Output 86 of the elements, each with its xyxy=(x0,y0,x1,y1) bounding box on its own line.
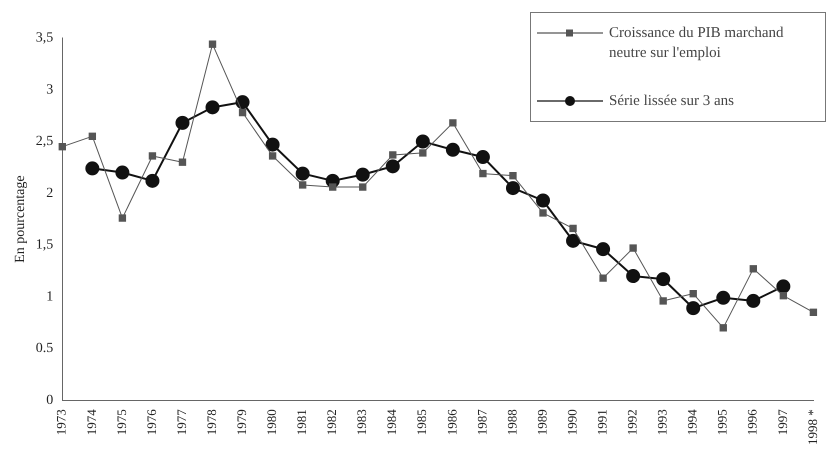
point xyxy=(479,170,487,178)
legend-label: Croissance du PIB marchand neutre sur l'emploi xyxy=(609,24,785,63)
x-tick-label: 1996 xyxy=(744,408,760,436)
x-tick-label: 1982 xyxy=(324,409,340,436)
x-tick-label: 1990 xyxy=(564,409,580,436)
point xyxy=(449,119,457,127)
y-tick-label: 0 xyxy=(46,392,54,408)
point xyxy=(386,159,400,174)
point xyxy=(389,151,396,159)
point xyxy=(476,150,490,164)
x-tick-label: 1978 xyxy=(204,409,219,436)
x-tick-label: 1995 xyxy=(714,409,730,436)
x-tick-label: 1986 xyxy=(444,408,460,436)
point xyxy=(539,209,547,217)
point xyxy=(686,301,700,316)
x-tick-label: 1983 xyxy=(354,409,370,436)
point xyxy=(266,138,280,152)
point xyxy=(148,152,156,160)
y-tick-label: 0.5 xyxy=(36,341,54,356)
point xyxy=(536,193,550,208)
point xyxy=(660,297,667,305)
legend-label: Série lissée sur 3 ans xyxy=(609,92,734,111)
x-tick-label: 1989 xyxy=(534,409,550,436)
x-tick-label: 1979 xyxy=(234,409,249,436)
x-tick-label: 1988 xyxy=(504,409,520,436)
point xyxy=(178,158,186,166)
x-tick-label: 1980 xyxy=(264,409,280,436)
point xyxy=(145,174,160,188)
x-tick-label: 1998 * xyxy=(804,409,820,445)
point xyxy=(776,279,790,294)
point xyxy=(115,166,130,180)
point xyxy=(780,292,788,300)
x-tick-label: 1987 xyxy=(474,408,490,436)
x-tick-label: 1994 xyxy=(684,408,700,436)
point xyxy=(446,142,460,157)
x-tick-label: 1985 xyxy=(414,409,430,436)
point xyxy=(356,168,370,182)
point xyxy=(238,108,246,116)
point xyxy=(720,324,727,332)
x-tick-label: 1977 xyxy=(174,408,189,436)
point xyxy=(569,224,577,232)
x-tick-label: 1992 xyxy=(624,409,640,436)
x-tick-label: 1981 xyxy=(294,409,310,436)
point xyxy=(236,95,250,110)
point xyxy=(566,234,580,248)
point xyxy=(746,294,760,308)
point xyxy=(359,183,366,191)
point xyxy=(629,244,637,252)
point xyxy=(750,265,757,272)
point xyxy=(626,269,640,284)
x-tick-label: 1976 xyxy=(144,408,159,436)
x-tick-label: 1991 xyxy=(594,409,610,436)
point xyxy=(596,242,610,256)
x-tick-label: 1974 xyxy=(84,408,99,436)
point xyxy=(716,290,730,305)
point xyxy=(175,116,190,130)
point xyxy=(690,290,697,298)
y-tick-label: 1,5 xyxy=(36,238,54,253)
x-tick-label: 1973 xyxy=(54,409,69,436)
point xyxy=(419,149,427,157)
point xyxy=(298,181,306,189)
point xyxy=(268,152,276,160)
point xyxy=(296,166,310,181)
point xyxy=(416,134,430,148)
y-tick-label: 3 xyxy=(46,82,54,98)
point xyxy=(118,214,126,222)
x-tick-label: 1984 xyxy=(384,408,400,436)
point xyxy=(599,274,607,282)
x-tick-label: 1975 xyxy=(114,409,129,436)
point xyxy=(58,142,66,150)
point xyxy=(208,40,216,48)
x-tick-label: 1993 xyxy=(654,409,670,436)
point xyxy=(656,272,670,286)
y-tick-label: 1 xyxy=(46,289,54,304)
y-tick-label: 3,5 xyxy=(36,30,54,46)
point xyxy=(329,183,336,191)
x-tick-label: 1997 xyxy=(774,408,790,436)
point xyxy=(506,181,520,196)
point xyxy=(206,100,220,114)
point xyxy=(85,161,100,176)
y-axis-title: En pourcentage xyxy=(13,175,28,263)
y-tick-label: 2,5 xyxy=(36,134,54,150)
point xyxy=(88,132,96,140)
point xyxy=(810,308,818,316)
y-tick-label: 2 xyxy=(46,186,54,201)
point xyxy=(509,172,517,180)
